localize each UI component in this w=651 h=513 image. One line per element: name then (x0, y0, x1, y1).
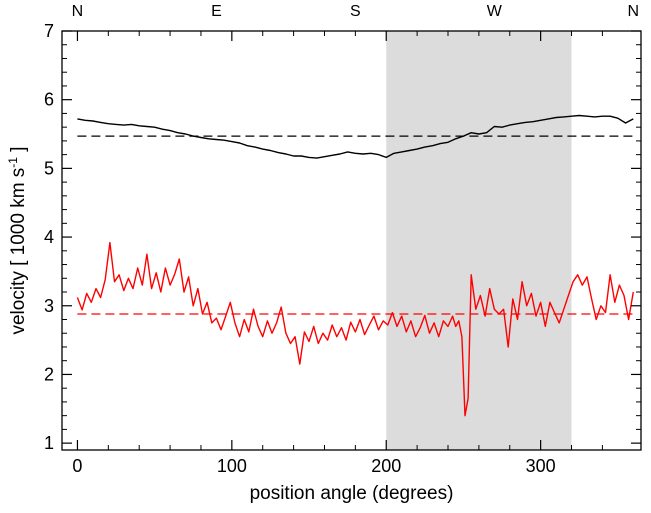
plot-frame (61, 30, 642, 451)
y-tick-label: 7 (44, 21, 54, 41)
x-tick-label: 100 (217, 456, 247, 476)
x-tick-label: 200 (371, 456, 401, 476)
tick-layer: 0 100 200 300 1 2 3 4 5 6 7 N E S W N (44, 3, 641, 476)
x-tick-label: 0 (72, 456, 82, 476)
y-axis-title-suffix: ] (8, 146, 29, 157)
y-tick-label: 4 (44, 227, 54, 247)
compass-label: N (627, 3, 639, 20)
series-line-2 (76, 241, 634, 417)
y-tick-label: 2 (44, 364, 54, 384)
y-tick-label: 3 (44, 296, 54, 316)
x-tick-label: 300 (526, 456, 556, 476)
compass-label: S (350, 3, 361, 20)
y-axis-title: velocity [ 1000 km s-1 ] (6, 146, 29, 334)
y-axis-title-prefix: velocity [ 1000 km s (8, 168, 29, 335)
x-axis-title: position angle (degrees) (250, 483, 454, 504)
y-tick-label: 6 (44, 90, 54, 110)
compass-label: N (72, 3, 84, 20)
y-tick-label: 5 (44, 158, 54, 178)
compass-label: W (487, 3, 503, 20)
shaded-region (386, 31, 572, 450)
y-axis-title-superscript: -1 (6, 157, 20, 168)
series-line-0 (77, 114, 634, 159)
shaded-region-layer (386, 31, 572, 450)
series-layer (76, 114, 634, 417)
y-tick-label: 1 (44, 433, 54, 453)
compass-label: E (211, 3, 222, 20)
